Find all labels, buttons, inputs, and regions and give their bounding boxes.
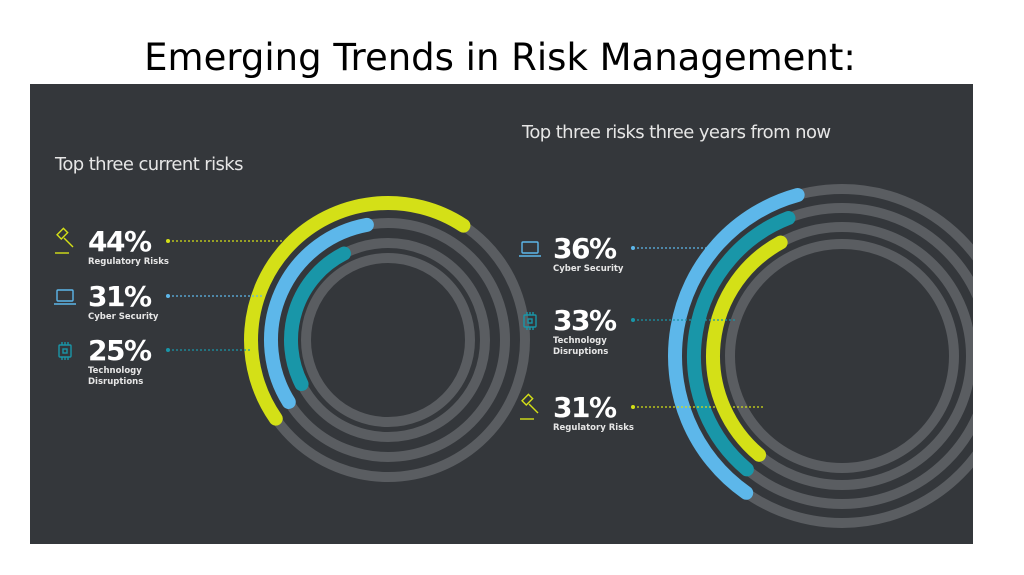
chip-icon [523, 312, 537, 330]
chart-1: Top three current risks 44%Regulatory Ris… [54, 154, 530, 482]
value-label: 36% [553, 232, 617, 265]
category-label: Cyber Security [88, 312, 159, 322]
leader-dot [631, 246, 635, 250]
page-title: Emerging Trends in Risk Management: [144, 36, 856, 79]
value-arc-1 [244, 196, 471, 426]
track-ring-4 [301, 253, 475, 427]
category-label: Technology [553, 336, 607, 346]
value-label: 44% [88, 225, 152, 258]
gavel-icon [55, 227, 74, 254]
value-arc-2 [687, 211, 796, 477]
value-arc-3 [706, 235, 788, 462]
value-label: 33% [553, 304, 617, 337]
chart-title: Top three risks three years from now [521, 122, 831, 143]
value-arc-1 [668, 188, 805, 500]
leader-dot [166, 294, 170, 298]
leader-dot [631, 405, 635, 409]
category-label: Cyber Security [553, 264, 624, 274]
laptop-icon [519, 241, 541, 257]
infographic-panel: Top three current risks 44% Regulatory Ris… [30, 84, 973, 544]
value-arc-3 [284, 246, 351, 392]
value-label: 31% [553, 391, 617, 424]
value-arc-2 [264, 217, 374, 409]
value-label: 25% [88, 334, 152, 367]
gavel-icon [520, 393, 539, 420]
chart-2: Top three risks three years from now 36%C… [521, 122, 973, 528]
chart-title: Top three current risks [54, 154, 243, 175]
category-label: Regulatory Risks [553, 423, 634, 433]
leader-dot [166, 348, 170, 352]
leader-dot [166, 239, 170, 243]
category-label: Regulatory Risks [88, 257, 169, 267]
chip-icon [58, 342, 72, 360]
track-ring-4 [725, 239, 959, 473]
leader-dot [631, 318, 635, 322]
category-label: Technology [88, 366, 142, 376]
value-label: 31% [88, 280, 152, 313]
laptop-icon [54, 289, 76, 305]
category-label: Disruptions [88, 377, 143, 387]
category-label: Disruptions [553, 347, 608, 357]
